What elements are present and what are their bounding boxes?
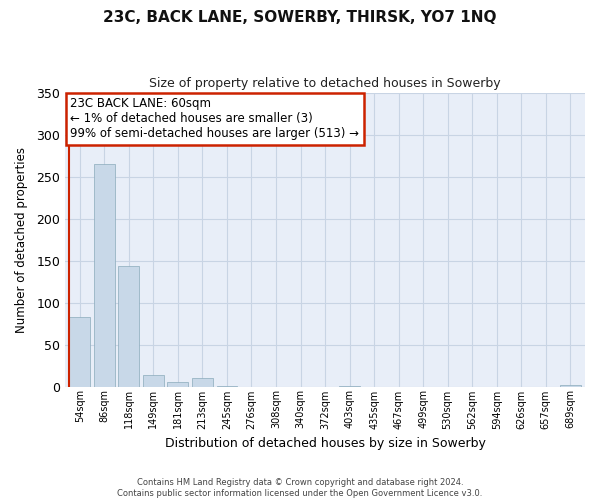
Text: Contains HM Land Registry data © Crown copyright and database right 2024.
Contai: Contains HM Land Registry data © Crown c… [118,478,482,498]
Bar [143,375,164,386]
Bar [94,164,115,386]
Text: 23C BACK LANE: 60sqm
← 1% of detached houses are smaller (3)
99% of semi-detache: 23C BACK LANE: 60sqm ← 1% of detached ho… [70,98,359,140]
Y-axis label: Number of detached properties: Number of detached properties [15,147,28,333]
Bar [192,378,213,386]
X-axis label: Distribution of detached houses by size in Sowerby: Distribution of detached houses by size … [164,437,485,450]
Text: 23C, BACK LANE, SOWERBY, THIRSK, YO7 1NQ: 23C, BACK LANE, SOWERBY, THIRSK, YO7 1NQ [103,10,497,25]
Title: Size of property relative to detached houses in Sowerby: Size of property relative to detached ho… [149,78,501,90]
Bar [560,385,581,386]
Bar [167,382,188,386]
Bar [118,266,139,386]
Bar [70,317,90,386]
